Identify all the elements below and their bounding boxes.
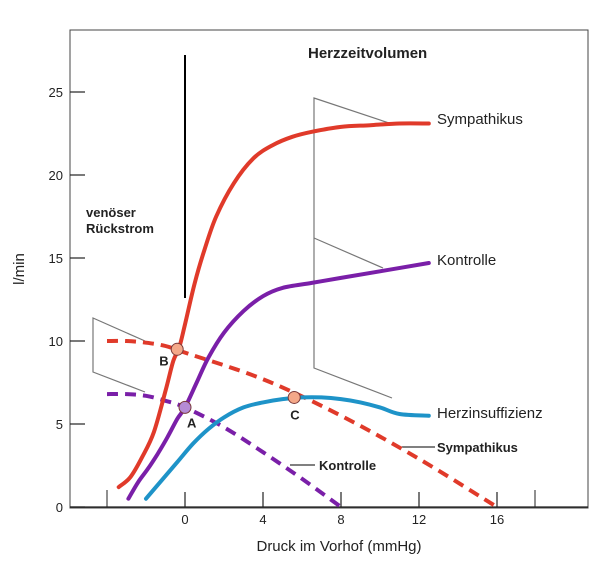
- y-tick-label-0: 0: [56, 500, 63, 515]
- equilibrium-point-a: [178, 400, 192, 414]
- x-tick-label-12: 12: [412, 512, 426, 527]
- kontrolle-bracket-tick: [313, 237, 384, 269]
- y-tick-label-25: 25: [49, 85, 63, 100]
- x-tick-label-0: 0: [181, 512, 188, 527]
- labels: Herzzeitvolumen Sympathikus Kontrolle He…: [11, 45, 543, 555]
- cardiac-output-curve-sympathikus: [116, 121, 431, 490]
- equilibrium-point-label-a: A: [187, 415, 197, 430]
- y-axis-title: l/min: [11, 253, 28, 285]
- venous-series-label-sympathikus: Sympathikus: [437, 440, 518, 455]
- x-tick-label-16: 16: [490, 512, 504, 527]
- venous-return-label-line2: Rückstrom: [86, 221, 154, 236]
- plot-frame: [69, 29, 589, 509]
- series-label-kontrolle: Kontrolle: [437, 252, 496, 269]
- equilibrium-point-label-b: B: [159, 353, 168, 368]
- series-label-sympathikus: Sympathikus: [437, 111, 523, 128]
- y-tick-label-20: 20: [49, 168, 63, 183]
- equilibrium-point-label-c: C: [290, 407, 300, 422]
- venous-return-label-line1: venöser: [86, 205, 136, 220]
- cardiac-output-curve-herzinsuffizienz: [144, 395, 431, 501]
- x-axis-title: Druck im Vorhof (mmHg): [256, 538, 421, 555]
- cardiac-output-curve-kontrolle: [126, 261, 431, 501]
- label-guides: [92, 55, 435, 466]
- equilibrium-point-b: [170, 342, 184, 356]
- venous-series-label-kontrolle: Kontrolle: [319, 458, 376, 473]
- series-label-herzinsuffizienz: Herzinsuffizienz: [437, 405, 543, 422]
- venous-return-curve-sympathikus: [106, 338, 499, 509]
- x-tick-label-4: 4: [259, 512, 266, 527]
- equilibrium-point-c: [287, 390, 301, 404]
- y-tick-label-15: 15: [49, 251, 63, 266]
- x-tick-label-8: 8: [337, 512, 344, 527]
- y-tick-label-5: 5: [56, 417, 63, 432]
- cardiac-output-bracket: [313, 97, 393, 399]
- y-tick-label-10: 10: [49, 334, 63, 349]
- axes: 0 4 8 12 16 0 5 10 15 20 25: [49, 85, 588, 527]
- venous-return-bracket: [92, 317, 146, 393]
- venous-return-curve-kontrolle: [106, 391, 343, 509]
- chart-title: Herzzeitvolumen: [308, 45, 427, 62]
- equilibrium-points: A B C: [159, 342, 301, 430]
